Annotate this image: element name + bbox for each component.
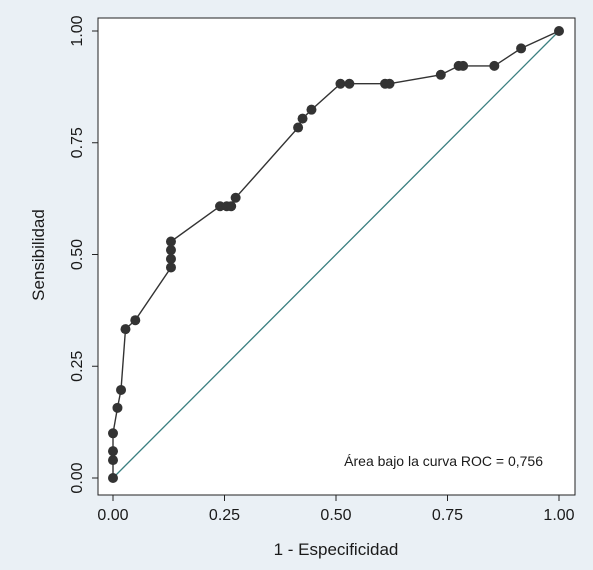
roc-point [458, 60, 469, 71]
roc-point [384, 78, 395, 89]
roc-point [120, 324, 131, 335]
roc-point [230, 192, 241, 203]
x-tick-label: 0.00 [97, 507, 128, 524]
roc-point [108, 446, 118, 457]
y-tick-label: 0.50 [69, 239, 86, 270]
roc-point [306, 104, 317, 115]
roc-point [516, 43, 527, 54]
roc-point [108, 428, 118, 439]
x-tick-label: 0.25 [209, 507, 240, 524]
roc-point [489, 60, 500, 71]
roc-point [165, 253, 176, 264]
roc-point [130, 315, 141, 326]
plot-area [97, 17, 576, 496]
roc-point [165, 262, 176, 273]
roc-points-layer [108, 26, 564, 483]
roc-point [297, 113, 308, 124]
roc-point [116, 384, 127, 395]
y-tick-label: 0.25 [69, 351, 86, 382]
roc-point [165, 245, 176, 256]
roc-point [226, 201, 237, 212]
y-tick-label: 0.00 [69, 462, 86, 493]
roc-point [108, 473, 118, 483]
y-tick-label: 0.75 [69, 127, 86, 158]
x-axis-title: 1 - Especificidad [274, 540, 399, 559]
x-tick-label: 1.00 [543, 507, 574, 524]
reference-line [112, 30, 560, 479]
y-ticks: 0.00 0.25 0.50 0.75 1.00 [69, 15, 98, 494]
x-tick-label: 0.75 [432, 507, 463, 524]
auc-annotation: Área bajo la curva ROC = 0,756 [344, 453, 543, 469]
x-ticks: 0.00 0.25 0.50 0.75 1.00 [97, 495, 575, 524]
y-axis-title: Sensibilidad [29, 209, 48, 301]
roc-point [335, 78, 346, 89]
roc-point [554, 26, 564, 36]
reference-line-layer [112, 30, 560, 479]
roc-point [112, 402, 123, 413]
roc-point [344, 78, 355, 89]
x-tick-label: 0.50 [320, 507, 351, 524]
y-tick-label: 1.00 [69, 15, 86, 46]
roc-point [108, 455, 118, 466]
roc-point [293, 122, 304, 133]
roc-point [165, 236, 176, 247]
roc-point [435, 69, 446, 80]
